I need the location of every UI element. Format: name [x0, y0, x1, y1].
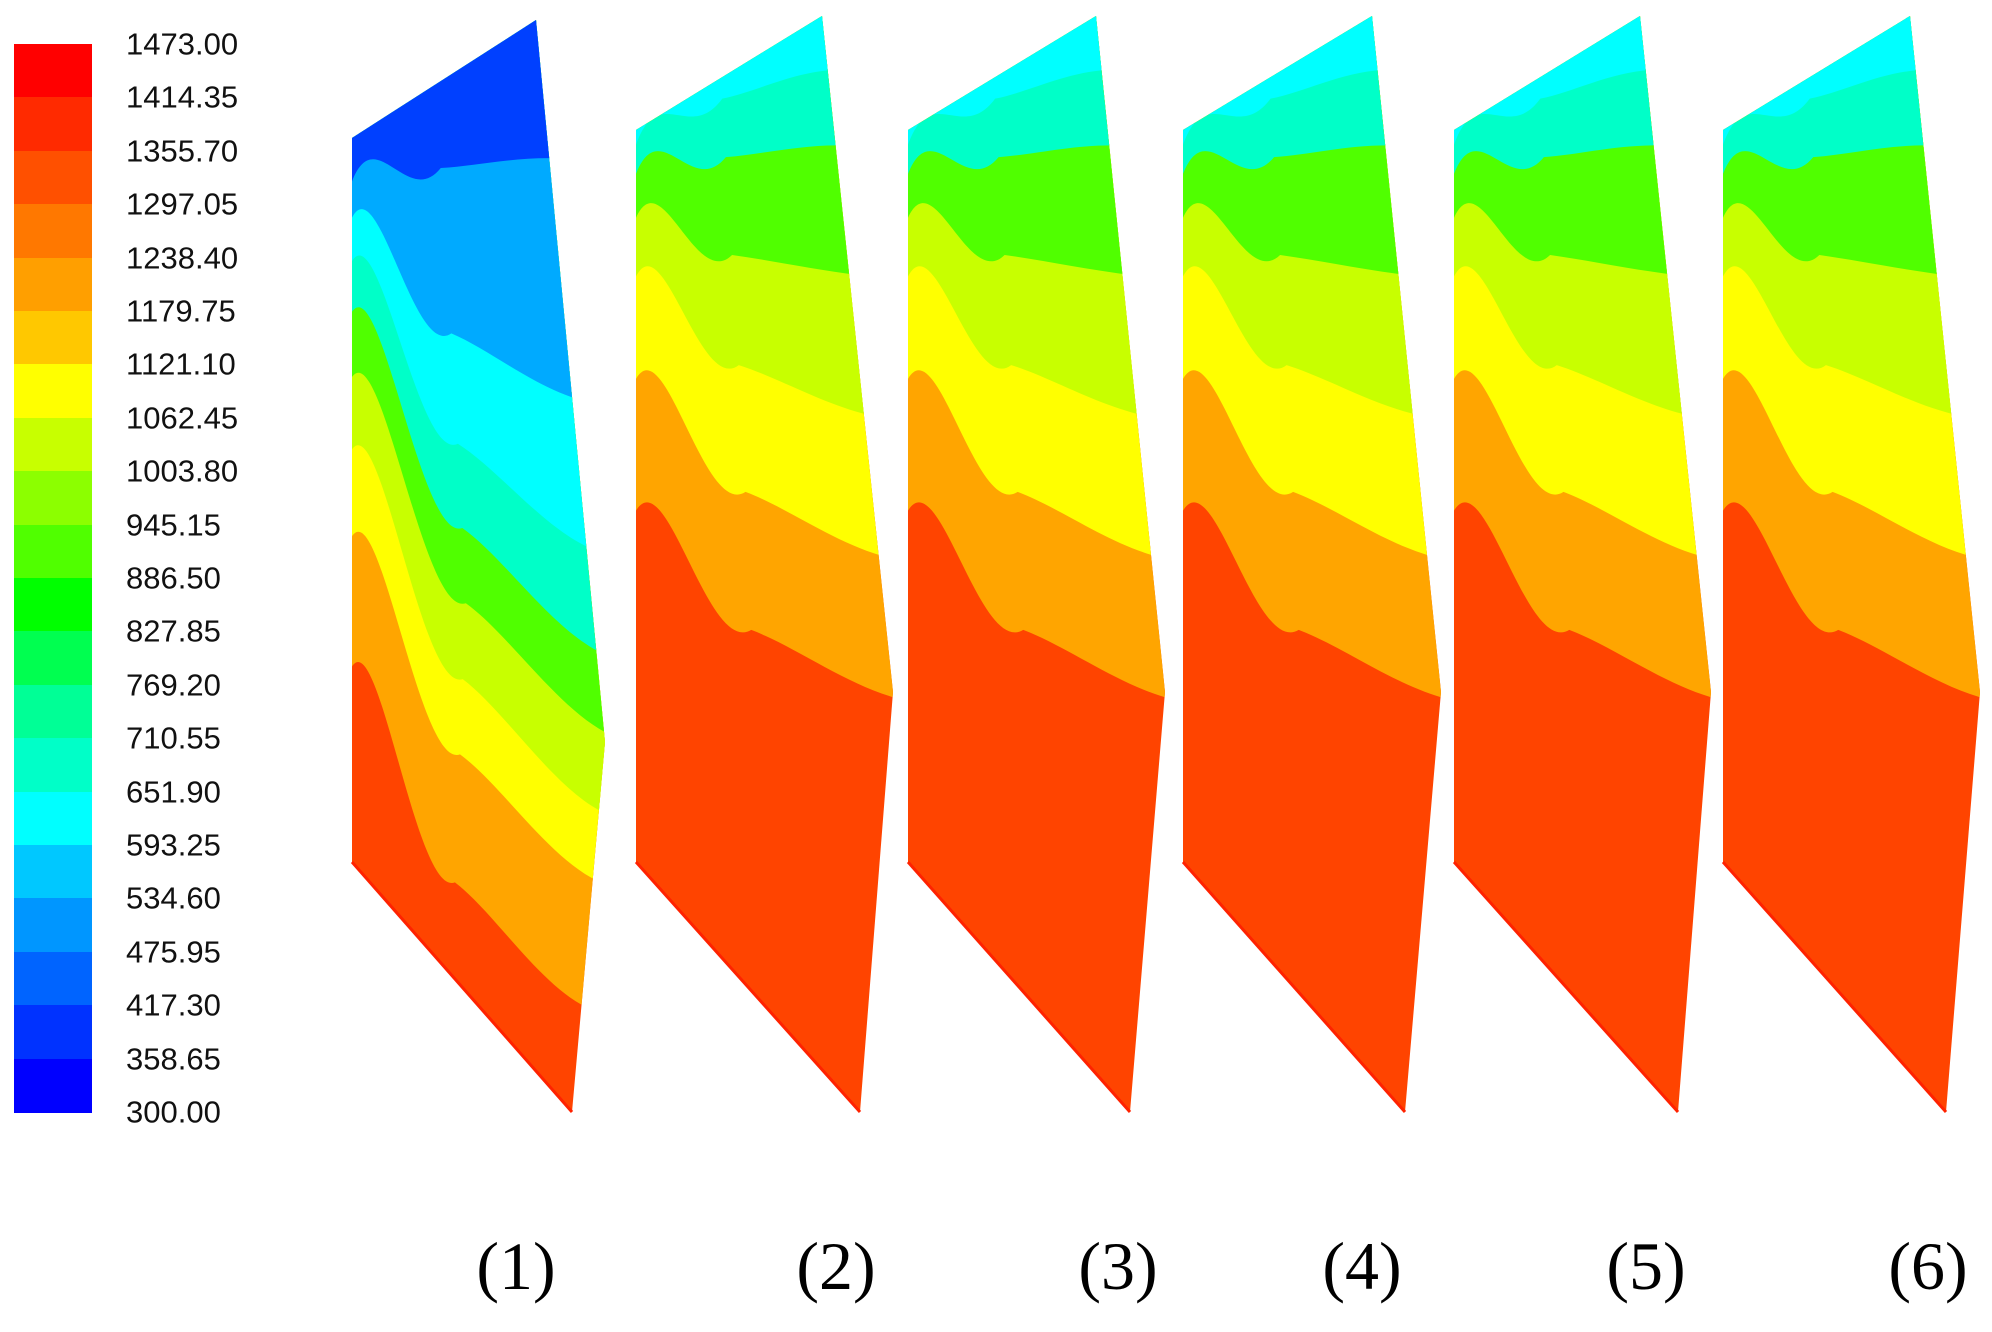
contour-panel-6: [1721, 16, 1980, 1113]
legend-swatch: [14, 1005, 92, 1060]
legend-tick-label: 710.55: [126, 720, 221, 756]
legend-swatch: [14, 791, 92, 846]
legend-tick-label: 417.30: [126, 987, 221, 1023]
color-legend-labels: 1473.00 1414.35 1355.70 1297.05 1238.40 1179.…: [126, 0, 296, 1140]
contour-band: [352, 20, 580, 182]
legend-swatch: [14, 417, 92, 472]
panel-bottom-edge: [1181, 861, 1407, 1113]
legend-swatch: [14, 97, 92, 152]
legend-swatch: [14, 578, 92, 632]
legend-tick-label: 1297.05: [126, 186, 239, 222]
legend-tick-label: 300.00: [126, 1094, 221, 1130]
legend-tick-label: 1003.80: [126, 453, 239, 489]
legend-tick-label: 1238.40: [126, 240, 239, 276]
panel-label-1: (1): [476, 1228, 556, 1304]
legend-tick-label: 593.25: [126, 827, 221, 863]
panel-label-6: (6): [1888, 1228, 1968, 1304]
legend-tick-label: 886.50: [126, 560, 221, 596]
legend-tick-label: 945.15: [126, 507, 221, 543]
panel-bottom-edge: [906, 861, 1132, 1113]
legend-swatch: [14, 738, 92, 793]
legend-tick-label: 534.60: [126, 880, 221, 916]
panel-bottom-edge: [1721, 861, 1948, 1113]
panel-label-4: (4): [1322, 1228, 1402, 1304]
legend-tick-label: 475.95: [126, 934, 221, 970]
legend-tick-label: 827.85: [126, 613, 221, 649]
legend-swatch: [14, 898, 92, 953]
legend-swatch: [14, 204, 92, 259]
legend-swatch: [14, 311, 92, 365]
legend-swatch: [14, 257, 92, 312]
legend-swatch: [14, 471, 92, 526]
color-legend-bar: [14, 44, 92, 1113]
panel-label-5: (5): [1606, 1228, 1686, 1304]
legend-swatch: [14, 1058, 92, 1113]
legend-swatch: [14, 951, 92, 1006]
panel-label-3: (3): [1078, 1228, 1158, 1304]
legend-tick-label: 1121.10: [126, 346, 236, 382]
panel-label-2: (2): [796, 1228, 876, 1304]
legend-tick-label: 1179.75: [126, 293, 236, 329]
legend-tick-label: 1062.45: [126, 400, 239, 436]
legend-swatch: [14, 524, 92, 579]
legend-swatch: [14, 845, 92, 899]
panel-bottom-edge: [634, 860, 862, 1114]
legend-swatch: [14, 364, 92, 419]
legend-tick-label: 1355.70: [126, 133, 239, 169]
legend-tick-label: 1414.35: [126, 79, 239, 115]
contour-panel-5: [1452, 16, 1711, 1114]
legend-tick-label: 651.90: [126, 774, 221, 810]
legend-tick-label: 358.65: [126, 1041, 221, 1077]
legend-swatch: [14, 44, 92, 98]
panel-bottom-edge: [350, 861, 574, 1113]
legend-tick-label: 769.20: [126, 667, 221, 703]
legend-swatch: [14, 631, 92, 686]
legend-swatch: [14, 684, 92, 739]
panel-bottom-edge: [1452, 860, 1680, 1114]
legend-tick-label: 1473.00: [126, 26, 239, 62]
legend-swatch: [14, 150, 92, 205]
